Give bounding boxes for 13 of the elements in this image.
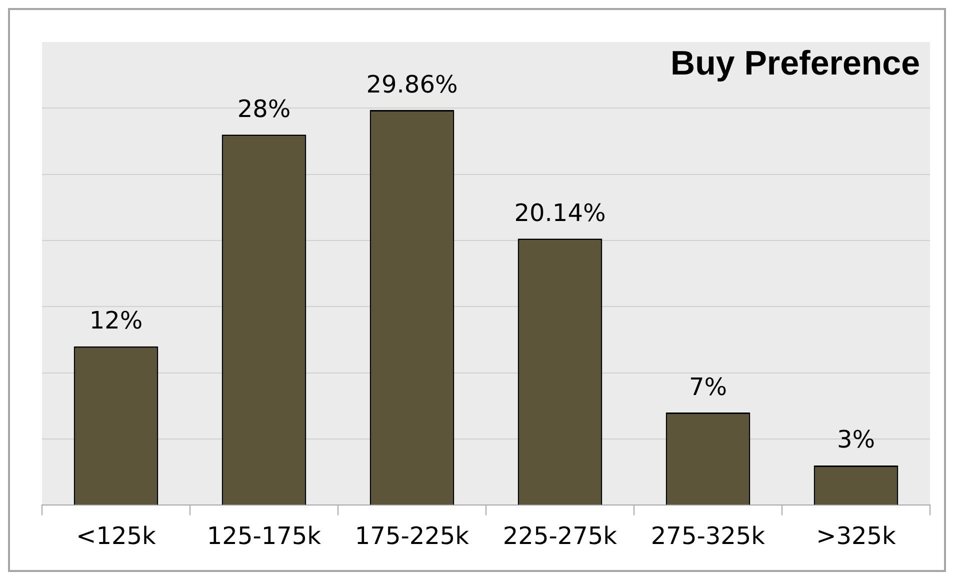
data-label: 7% <box>688 372 728 401</box>
x-tick-label: 125-175k <box>206 522 322 550</box>
data-label: 28% <box>237 94 291 123</box>
x-tick-label: 275-325k <box>650 522 766 550</box>
data-label: 12% <box>89 306 143 335</box>
chart-title: Buy Preference <box>670 44 920 82</box>
x-tick-label: 175-225k <box>354 522 470 550</box>
x-tick-label: 225-275k <box>502 522 618 550</box>
x-tick-label: <125k <box>76 522 156 550</box>
data-label: 20.14% <box>514 198 606 227</box>
data-label: 29.86% <box>366 70 458 98</box>
x-tick-label: >325k <box>816 522 896 550</box>
data-label: 3% <box>836 426 876 454</box>
